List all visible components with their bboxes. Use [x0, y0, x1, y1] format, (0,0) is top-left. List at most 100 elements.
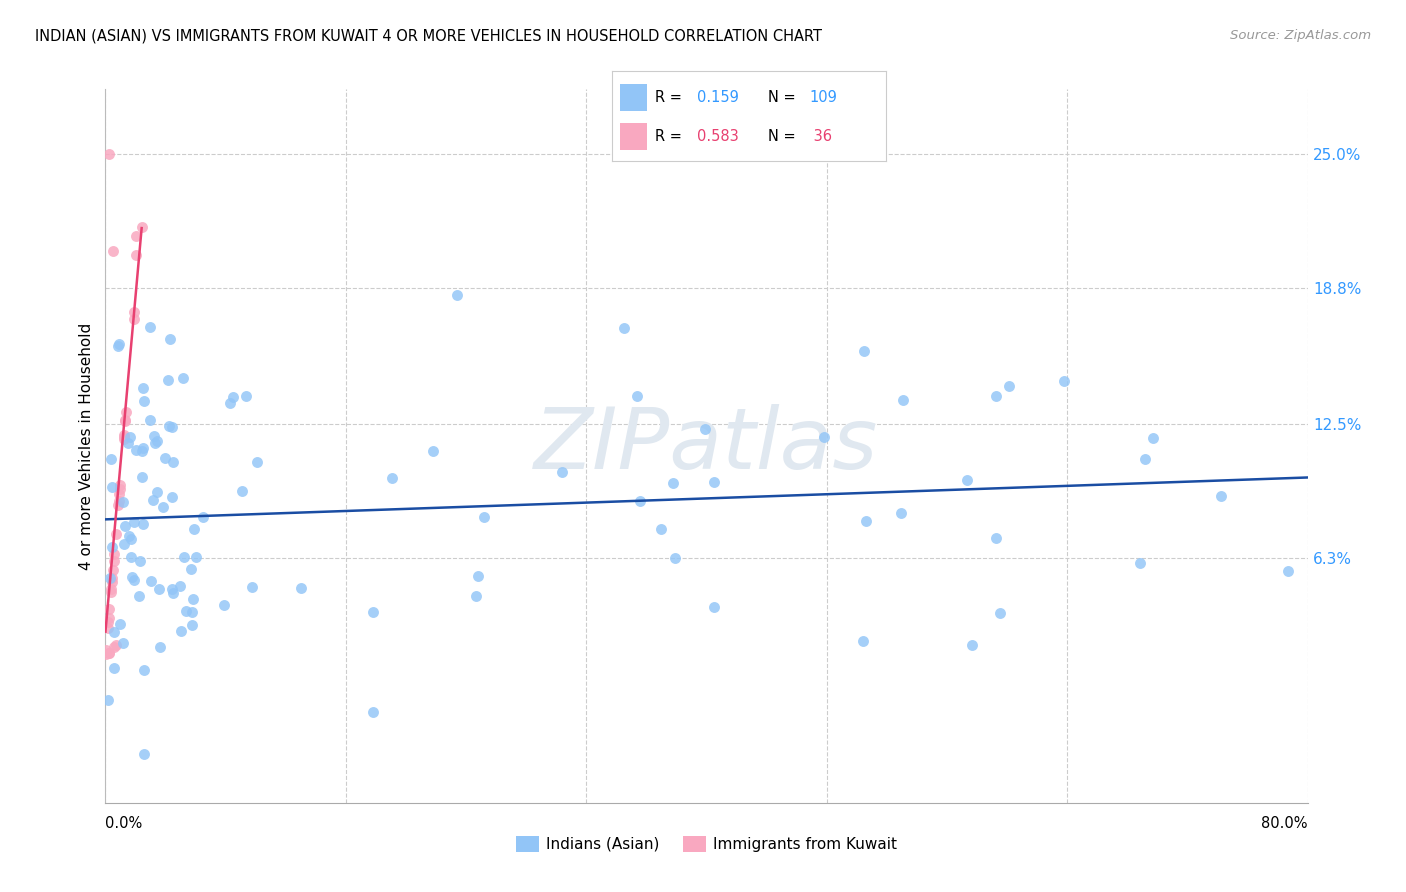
Point — [235, 389, 257, 403]
Point — [101, 563, 124, 577]
Point — [108, 487, 131, 501]
Point — [988, 606, 1011, 620]
Point — [1053, 374, 1076, 388]
Point — [122, 311, 145, 326]
Point — [101, 244, 124, 259]
Point — [111, 495, 134, 509]
Point — [142, 428, 165, 442]
Point — [118, 430, 141, 444]
Point — [173, 550, 195, 565]
Point — [853, 344, 876, 359]
Text: N =: N = — [768, 129, 800, 144]
Point — [107, 499, 129, 513]
Point — [153, 450, 176, 465]
Point — [132, 516, 155, 531]
Point — [115, 405, 138, 419]
Point — [852, 633, 875, 648]
Point — [112, 432, 135, 446]
Point — [98, 646, 121, 660]
Point — [148, 582, 170, 596]
Point — [132, 747, 155, 761]
Point — [160, 490, 183, 504]
Point — [122, 515, 145, 529]
Bar — [620, 84, 647, 111]
Point — [162, 455, 184, 469]
Point — [96, 648, 118, 662]
Point — [290, 582, 312, 596]
Point — [108, 478, 131, 492]
Point — [134, 394, 156, 409]
Point — [104, 527, 127, 541]
Point — [112, 430, 135, 444]
Point — [105, 638, 128, 652]
Point — [986, 531, 1008, 545]
Point — [703, 600, 725, 615]
Point — [117, 436, 139, 450]
Point — [139, 320, 162, 334]
Point — [108, 337, 131, 351]
Point — [128, 589, 150, 603]
Point — [100, 582, 122, 596]
Point — [98, 646, 121, 660]
Point — [446, 288, 468, 302]
Text: R =: R = — [655, 129, 688, 144]
Point — [112, 537, 135, 551]
Point — [472, 510, 495, 524]
Point — [142, 493, 165, 508]
Point — [422, 444, 444, 458]
Point — [132, 441, 155, 455]
Point — [157, 419, 180, 434]
Point — [131, 220, 153, 235]
Point — [240, 580, 263, 594]
Point — [159, 332, 181, 346]
Point — [101, 480, 124, 494]
Point — [100, 452, 122, 467]
Point — [100, 584, 122, 599]
Point — [181, 591, 204, 606]
Point — [1129, 556, 1152, 570]
Point — [162, 586, 184, 600]
Point — [145, 434, 167, 448]
Text: ZIPatlas: ZIPatlas — [534, 404, 879, 488]
Point — [1133, 451, 1156, 466]
Point — [124, 247, 146, 261]
Point — [1277, 564, 1299, 578]
Point — [120, 549, 142, 564]
Text: 109: 109 — [808, 90, 837, 104]
Point — [143, 436, 166, 450]
Point — [174, 604, 197, 618]
Point — [125, 442, 148, 457]
Point — [114, 519, 136, 533]
Point — [107, 339, 129, 353]
Point — [813, 430, 835, 444]
Point — [160, 582, 183, 596]
Text: 0.583: 0.583 — [696, 129, 738, 144]
Point — [181, 605, 204, 619]
Point — [108, 482, 131, 496]
Point — [124, 305, 146, 319]
Text: 80.0%: 80.0% — [1261, 816, 1308, 830]
Point — [181, 617, 204, 632]
Point — [630, 494, 652, 508]
Point — [465, 590, 488, 604]
Point — [128, 554, 150, 568]
Point — [131, 444, 153, 458]
Legend: Indians (Asian), Immigrants from Kuwait: Indians (Asian), Immigrants from Kuwait — [510, 830, 903, 858]
Point — [107, 494, 129, 508]
Point — [122, 574, 145, 588]
Point — [1142, 431, 1164, 445]
Point — [131, 381, 153, 395]
Point — [152, 500, 174, 514]
Point — [693, 422, 716, 436]
Point — [103, 554, 125, 568]
Text: N =: N = — [768, 90, 800, 104]
Point — [361, 605, 384, 619]
Point — [467, 569, 489, 583]
Point — [101, 571, 124, 585]
Point — [998, 379, 1021, 393]
Point — [361, 705, 384, 719]
Point — [114, 413, 136, 427]
Point — [98, 571, 121, 585]
Point — [103, 660, 125, 674]
Point — [984, 389, 1007, 403]
